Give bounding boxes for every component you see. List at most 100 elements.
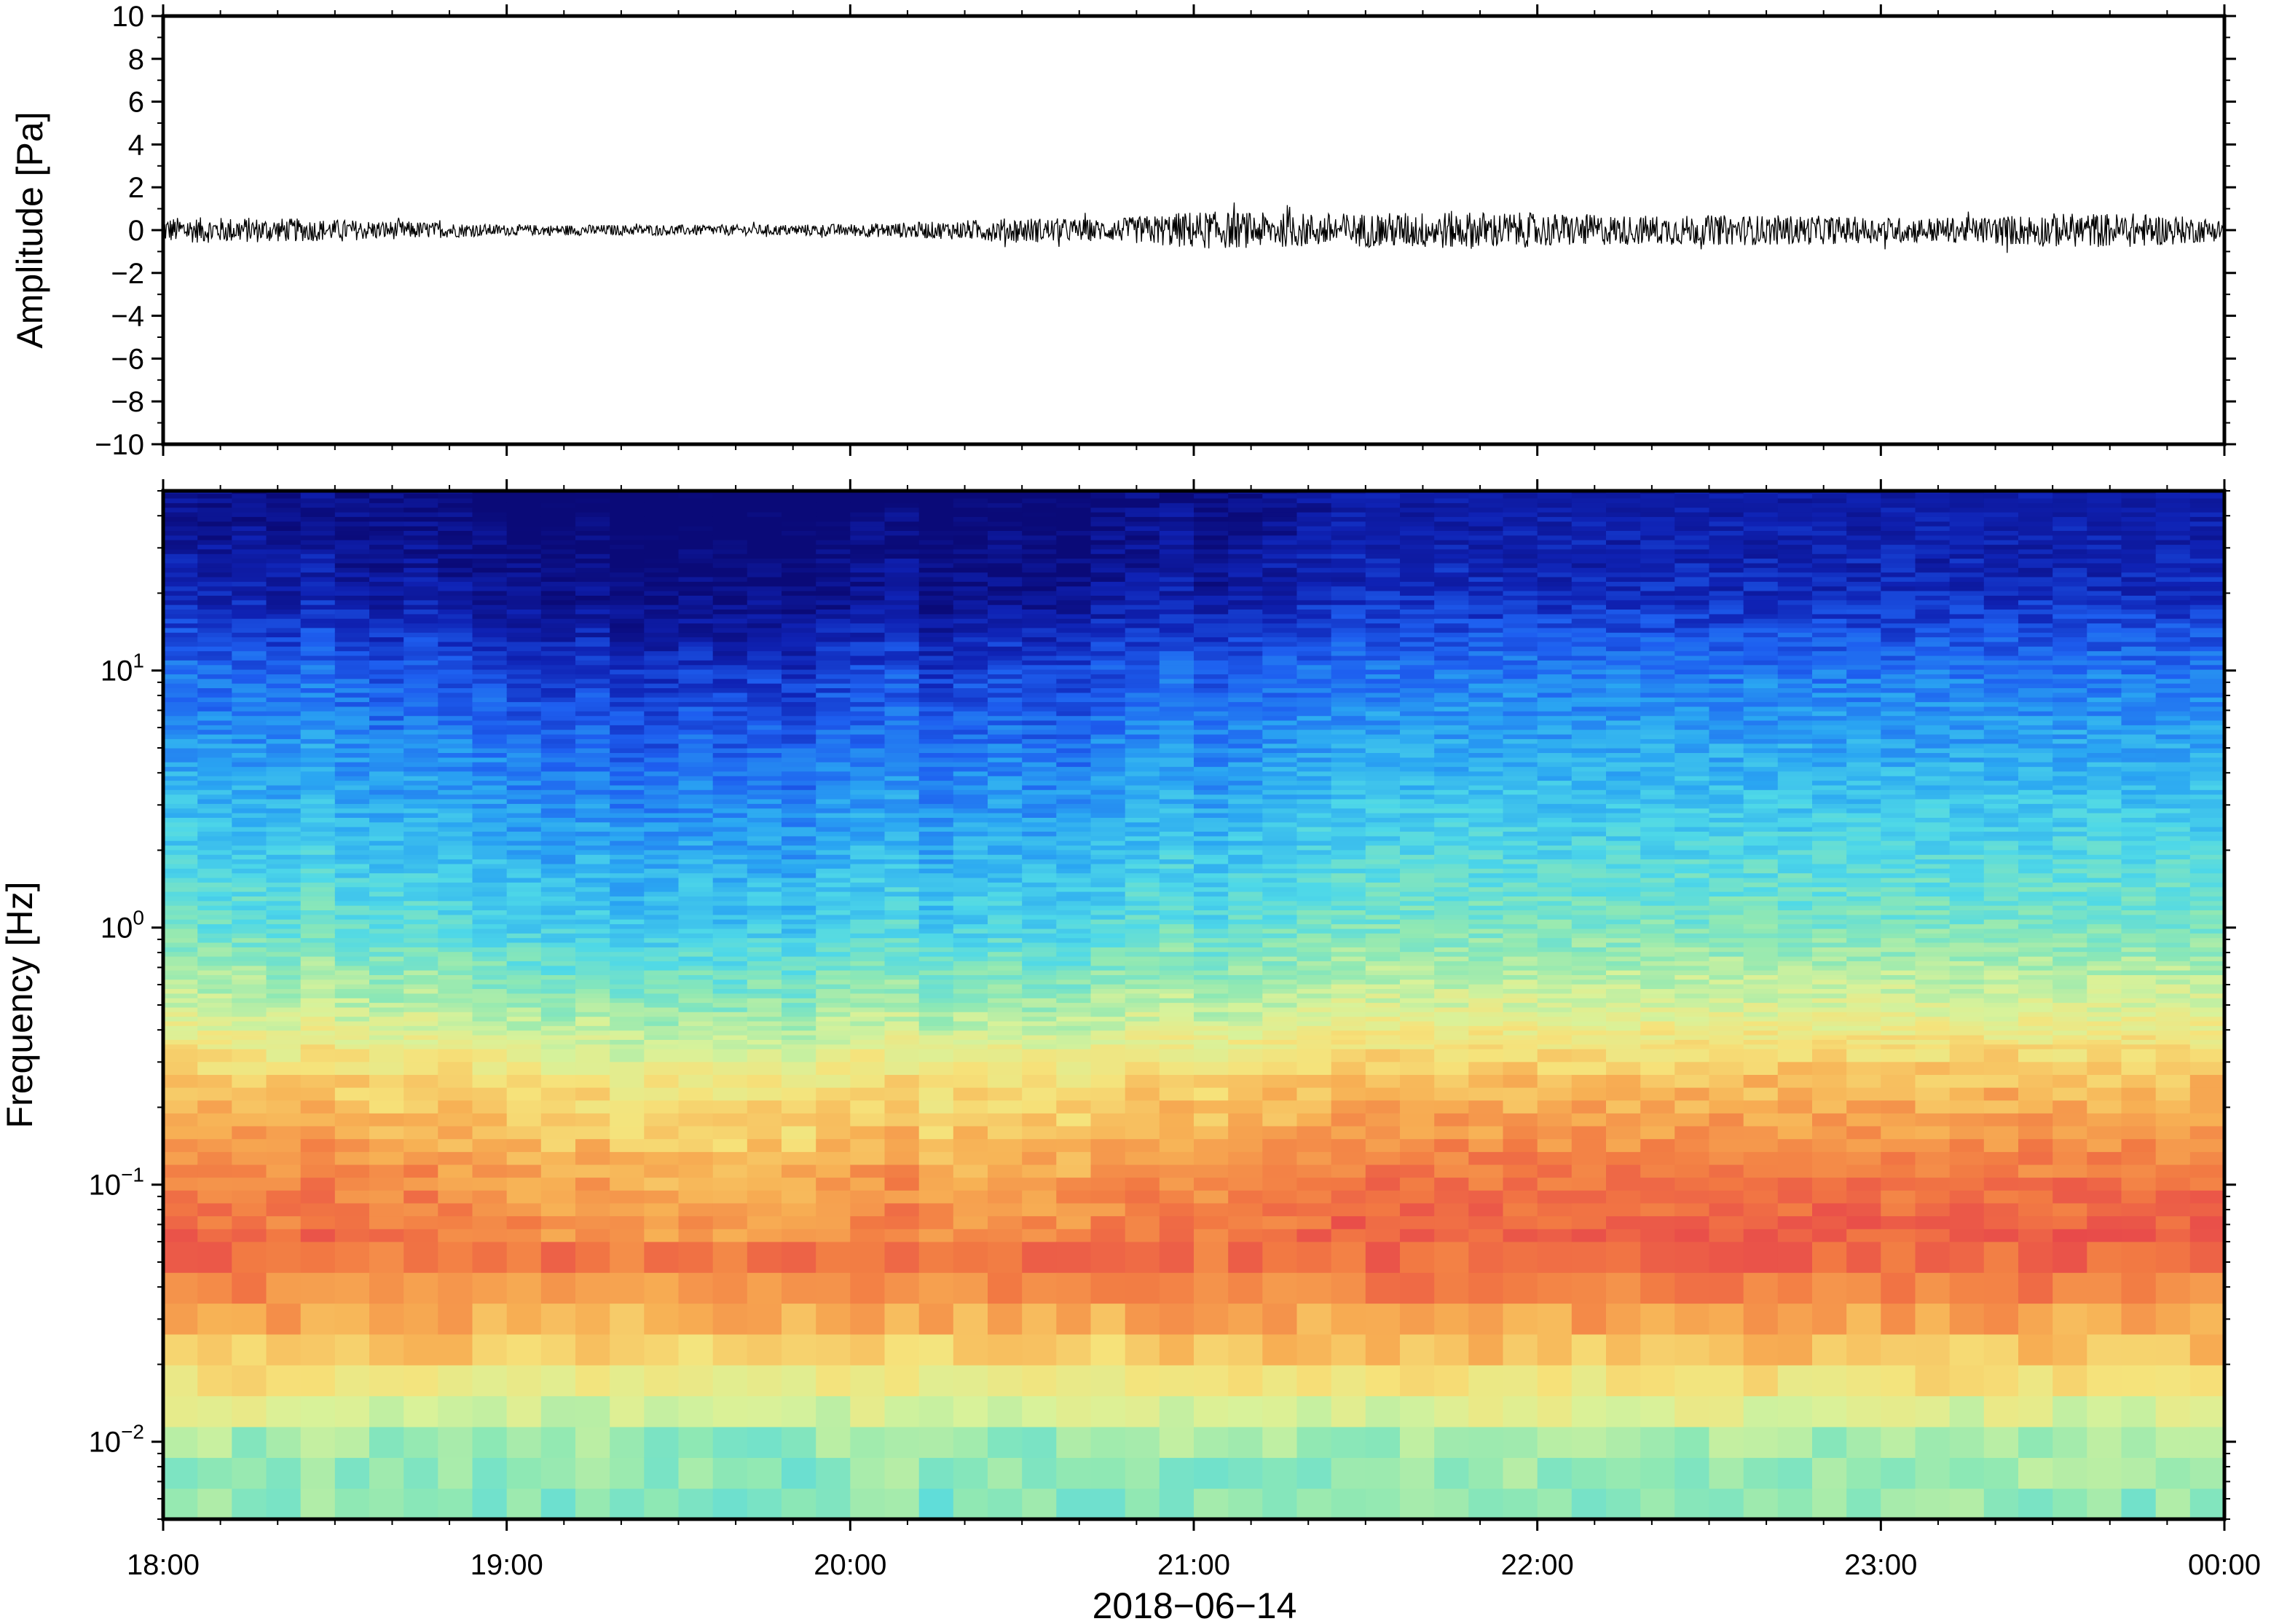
spectrogram-cell <box>506 794 542 800</box>
spectrogram-cell <box>506 738 542 744</box>
spectrogram-cell <box>540 725 576 730</box>
spectrogram-cell <box>988 1012 1023 1017</box>
spectrogram-cell <box>438 1002 473 1008</box>
spectrogram-cell <box>1159 502 1194 508</box>
spectrogram-cell <box>953 1074 988 1088</box>
spectrogram-cell <box>988 784 1023 790</box>
spectrogram-cell <box>953 780 988 786</box>
spectrogram-cell <box>712 636 748 642</box>
spectrogram-cell <box>884 1044 920 1049</box>
spectrogram-cell <box>782 974 816 980</box>
spectrogram-cell <box>163 808 198 813</box>
spectrogram-cell <box>988 854 1023 860</box>
spectrogram-cell <box>369 664 404 670</box>
spectrogram-cell <box>1296 877 1332 883</box>
spectrogram-cell <box>1228 955 1263 961</box>
spectrogram-cell <box>1228 516 1263 522</box>
spectrogram-cell <box>712 1074 748 1088</box>
spectrogram-cell <box>1262 678 1298 684</box>
spectrogram-cell <box>1125 664 1160 670</box>
spectrogram-cell <box>163 558 198 564</box>
spectrogram-cell <box>369 511 404 517</box>
spectrogram-cell <box>747 1025 782 1031</box>
spectrogram-cell <box>472 743 508 749</box>
spectrogram-cell <box>610 882 645 888</box>
spectrogram-cell <box>610 591 645 596</box>
spectrogram-cell <box>1194 1125 1229 1140</box>
spectrogram-cell <box>506 729 542 735</box>
spectrogram-cell <box>472 840 508 846</box>
spectrogram-cell <box>300 1002 336 1008</box>
spectrogram-cell <box>540 886 576 892</box>
spectrogram-cell <box>404 1061 438 1075</box>
spectrogram-cell <box>1159 674 1194 679</box>
spectrogram-cell <box>850 1272 886 1304</box>
spectrogram-cell <box>816 646 851 652</box>
spectrogram-cell <box>575 576 610 582</box>
spectrogram-cell <box>369 604 404 610</box>
spectrogram-cell <box>712 697 748 703</box>
spectrogram-cell <box>1296 1012 1332 1017</box>
spectrogram-cell <box>816 1177 851 1191</box>
spectrogram-cell <box>1125 567 1160 573</box>
spectrogram-cell <box>1056 530 1092 536</box>
spectrogram-cell <box>506 743 542 749</box>
spectrogram-cell <box>438 1016 473 1022</box>
spectrogram-cell <box>1159 988 1194 994</box>
spectrogram-cell <box>300 720 336 725</box>
spectrogram-cell <box>988 845 1023 851</box>
spectrogram-cell <box>472 1049 508 1063</box>
spectrogram-cell <box>1056 586 1092 591</box>
spectrogram-cell <box>438 497 473 503</box>
spectrogram-cell <box>1228 553 1263 559</box>
spectrogram-cell <box>197 1125 232 1140</box>
spectrogram-cell <box>1194 965 1229 971</box>
spectrogram-cell <box>404 1272 438 1304</box>
spectrogram-cell <box>438 507 473 513</box>
spectrogram-cell <box>575 692 610 698</box>
spectrogram-cell <box>404 845 438 851</box>
spectrogram-cell <box>1022 1006 1057 1012</box>
spectrogram-cell <box>1090 974 1126 980</box>
spectrogram-cell <box>1022 1113 1057 1127</box>
spectrogram-cell <box>918 595 954 601</box>
spectrogram-cell <box>644 613 680 619</box>
spectrogram-cell <box>163 1488 198 1519</box>
spectrogram-cell <box>404 618 438 624</box>
spectrogram-cell <box>953 784 988 790</box>
spectrogram-cell <box>472 1303 508 1335</box>
spectrogram-cell <box>266 591 302 596</box>
spectrogram-cell <box>988 516 1023 522</box>
spectrogram-cell <box>163 1333 198 1365</box>
spectrogram-cell <box>472 808 508 813</box>
spectrogram-cell <box>1159 919 1194 925</box>
spectrogram-cell <box>644 1074 680 1088</box>
spectrogram-cell <box>918 701 954 707</box>
spectrogram-cell <box>644 595 680 601</box>
spectrogram-cell <box>334 974 370 980</box>
spectrogram-cell <box>1022 632 1057 638</box>
spectrogram-cell <box>918 562 954 568</box>
spectrogram-cell <box>163 711 198 717</box>
spectrogram-cell <box>540 965 576 971</box>
spectrogram-cell <box>678 1457 714 1489</box>
spectrogram-cell <box>1056 701 1092 707</box>
spectrogram-cell <box>1022 970 1057 975</box>
spectrogram-cell <box>1296 896 1332 902</box>
spectrogram-cell <box>712 817 748 823</box>
spectrogram-cell <box>1159 896 1194 902</box>
spectrogram-cell <box>610 1030 645 1036</box>
spectrogram-cell <box>747 798 782 804</box>
spectrogram-cell <box>163 947 198 953</box>
spectrogram-cell <box>644 863 680 869</box>
spectrogram-cell <box>232 623 267 628</box>
spectrogram-cell <box>1056 776 1092 781</box>
spectrogram-cell <box>1056 1138 1092 1152</box>
spectrogram-cell <box>232 660 267 666</box>
spectrogram-cell <box>1056 1190 1092 1204</box>
spectrogram-cell <box>782 1044 816 1049</box>
spectrogram-cell <box>266 919 302 925</box>
spectrogram-cell <box>1262 863 1298 869</box>
spectrogram-cell <box>712 1241 748 1273</box>
spectrogram-cell <box>918 706 954 712</box>
